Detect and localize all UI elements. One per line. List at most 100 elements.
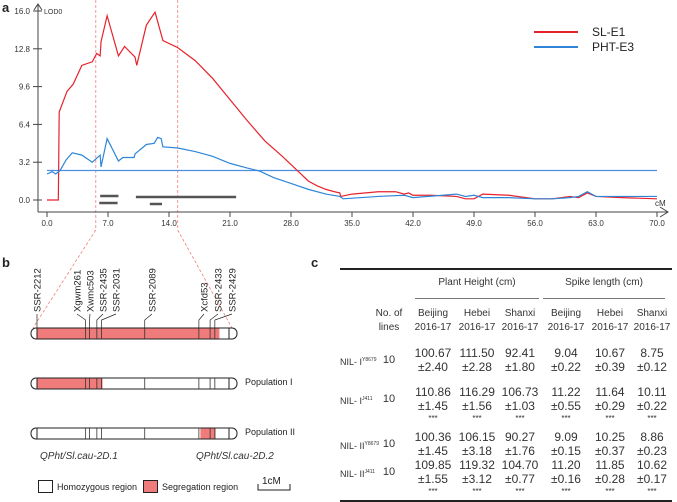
- x-tick-label: 56.0: [527, 219, 543, 228]
- significance-stars: ***: [472, 414, 482, 423]
- cell-mean: 106.15: [458, 430, 496, 444]
- cell-sd: ±0.12: [637, 360, 667, 374]
- column-header-location: Shanxi: [636, 308, 668, 319]
- cell-mean: 9.09: [554, 430, 578, 444]
- cell-sd: ±2.28: [462, 360, 492, 374]
- column-header-location: Shanxi: [504, 308, 536, 319]
- y-tick-label: 9.6: [19, 83, 31, 92]
- chromosome-parent: [30, 327, 238, 340]
- lines-count: 10: [382, 354, 396, 366]
- group-rule: [415, 298, 539, 299]
- cell-mean: 109.85: [414, 458, 452, 472]
- y-tick-label: 16.0: [14, 7, 30, 16]
- significance-stars: ***: [605, 414, 615, 423]
- cell-mean: 106.73: [501, 385, 539, 399]
- y-tick-label: 0.0: [19, 196, 31, 205]
- column-header-season: 2016-17: [458, 322, 496, 333]
- chromosome-population-2: [30, 427, 238, 440]
- marker-label: Xcfd53: [200, 282, 211, 312]
- significance-stars: ***: [647, 487, 657, 496]
- significance-stars: ***: [561, 414, 571, 423]
- marker-leader: [144, 313, 153, 328]
- column-header-location: Hebei: [463, 308, 491, 319]
- cell-mean: 92.41: [504, 346, 536, 360]
- lines-count: 10: [382, 438, 396, 450]
- cell-sd: ±0.17: [637, 472, 667, 486]
- group-header-plant-height: Plant Height (cm): [438, 277, 516, 288]
- marker-label: Xwmc503: [86, 270, 97, 312]
- cell-mean: 90.27: [504, 430, 536, 444]
- chromosome-outline: [30, 427, 238, 440]
- cell-sd: ±0.16: [551, 472, 581, 486]
- group-rule: [543, 298, 665, 299]
- significance-stars: ***: [472, 487, 482, 496]
- y-tick-label: 3.2: [19, 158, 31, 167]
- zoom-guide-left: [32, 0, 97, 329]
- segregation-swatch: [143, 480, 159, 493]
- x-axis-arrow-icon: [659, 206, 669, 218]
- cell-mean: 116.29: [459, 385, 495, 399]
- cell-mean: 119.32: [459, 458, 495, 472]
- cell-mean: 8.75: [640, 346, 664, 360]
- cell-mean: 9.04: [554, 346, 578, 360]
- group-header-spike-length: Spike length (cm): [565, 277, 643, 288]
- cell-sd: ±0.28: [595, 472, 625, 486]
- row-label-superscript: Y8679: [362, 357, 377, 363]
- cell-sd: ±1.80: [505, 360, 535, 374]
- cell-sd: ±0.77: [505, 472, 535, 486]
- row-label-superscript: J411: [364, 469, 375, 475]
- cell-sd: ±1.03: [505, 399, 535, 413]
- cell-sd: ±1.45: [418, 444, 448, 458]
- y-axis-label: LOD0: [44, 9, 62, 16]
- marker-leader: [89, 313, 91, 328]
- marker-label: SSR-2433: [214, 268, 225, 312]
- marker-leader: [101, 313, 117, 328]
- cell-sd: ±0.29: [595, 399, 625, 413]
- marker-leader: [76, 313, 86, 328]
- lines-count: 10: [382, 466, 396, 478]
- significance-stars: ***: [428, 414, 438, 423]
- cell-mean: 111.50: [459, 346, 495, 360]
- cell-sd: ±0.22: [551, 360, 581, 374]
- column-header-location: Beijing: [417, 308, 449, 319]
- panel-b-label: b: [2, 255, 10, 270]
- cell-sd: ±0.37: [595, 444, 625, 458]
- marker-label: Xgwm261: [73, 270, 84, 312]
- cell-mean: 110.86: [415, 385, 451, 399]
- column-header-season: 2016-17: [501, 322, 539, 333]
- column-header-location: Beijing: [550, 308, 582, 319]
- column-header-season: 2016-17: [547, 322, 585, 333]
- cell-sd: ±1.45: [418, 399, 448, 413]
- table-bottom-rule: [340, 500, 672, 502]
- lines-header-line1: No. of: [375, 308, 403, 319]
- marker-leader: [198, 313, 205, 328]
- marker-label: SSR-2089: [148, 268, 159, 312]
- panel-a-label: a: [2, 0, 10, 15]
- scale-bar: [257, 484, 291, 491]
- series-line-pht-e3: [46, 136, 657, 200]
- cell-sd: ±3.12: [462, 472, 492, 486]
- x-tick-label: 35.0: [344, 219, 360, 228]
- segregation-region: [37, 378, 103, 389]
- significance-stars: ***: [515, 414, 525, 423]
- y-tick-label: 6.4: [19, 120, 31, 129]
- x-axis-label: cM: [655, 199, 666, 208]
- marker-leader: [209, 313, 219, 328]
- cell-mean: 10.25: [594, 430, 626, 444]
- significance-stars: ***: [561, 487, 571, 496]
- cell-mean: 11.85: [595, 458, 625, 472]
- x-tick-label: 7.0: [102, 219, 114, 228]
- cell-mean: 100.36: [414, 430, 452, 444]
- significance-stars: ***: [515, 487, 525, 496]
- column-header-season: 2016-17: [591, 322, 629, 333]
- x-tick-label: 28.0: [283, 219, 299, 228]
- cell-sd: ±1.56: [462, 399, 492, 413]
- row-label-text: NIL- II: [340, 469, 365, 479]
- marker-label: SSR-2435: [99, 268, 110, 312]
- cell-sd: ±0.23: [637, 444, 667, 458]
- legend-swatch-blue: [534, 45, 578, 48]
- lines-header: No. of lines: [372, 307, 406, 335]
- x-tick-label: 42.0: [405, 219, 421, 228]
